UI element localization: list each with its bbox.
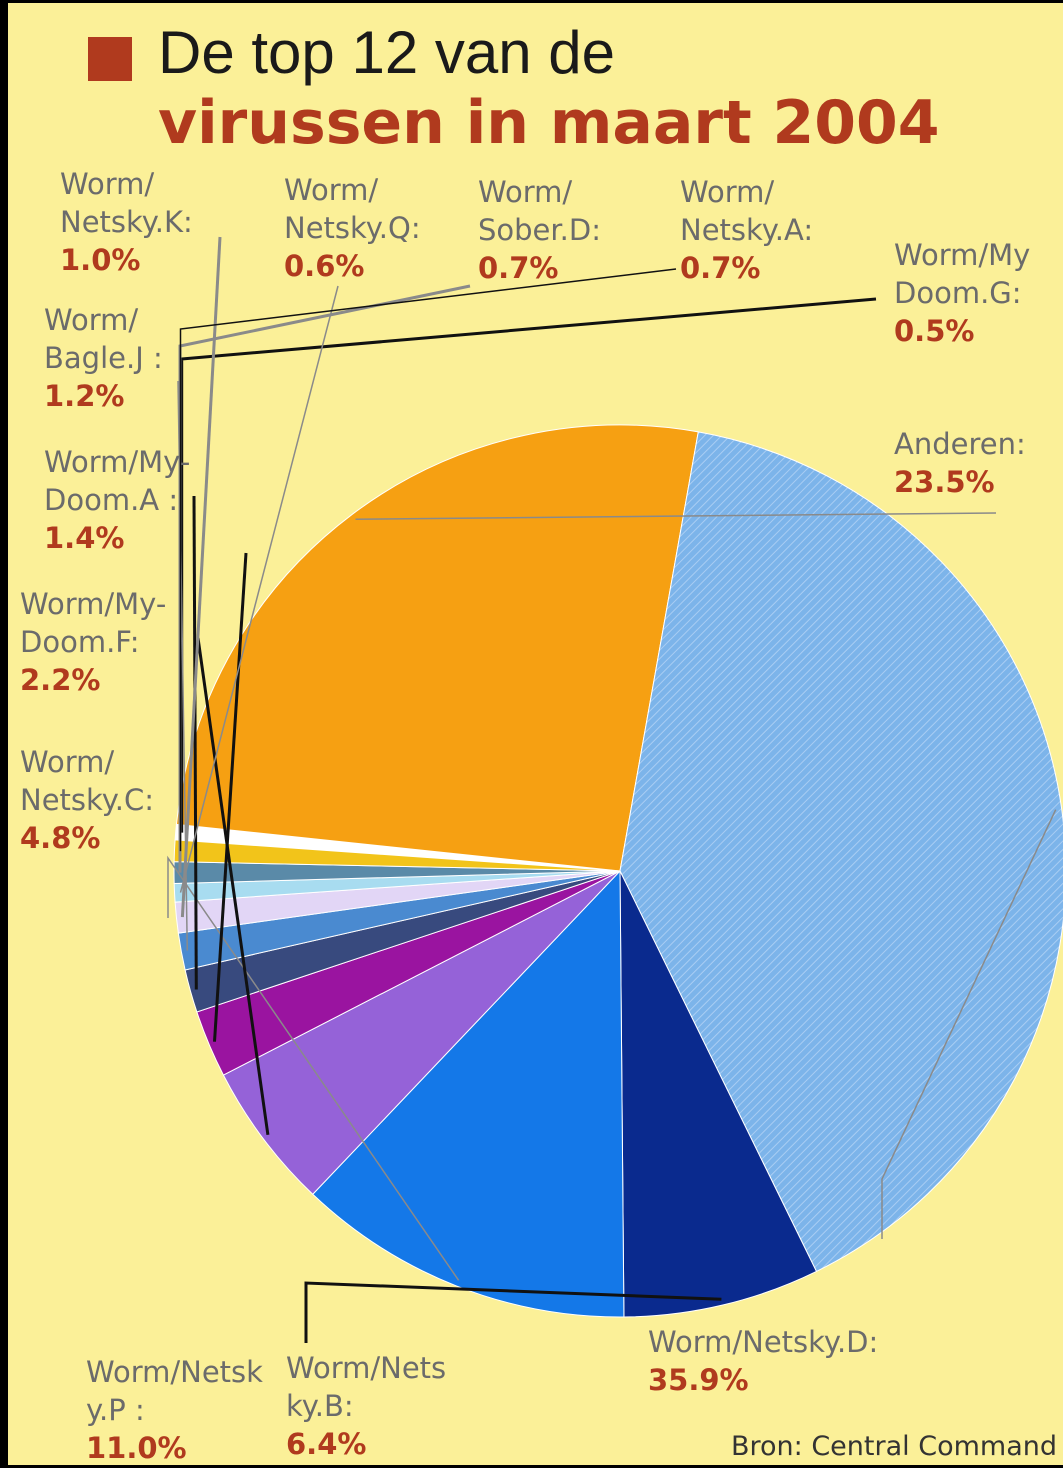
slice-label-value: 0.7% [680, 251, 761, 285]
slice-label-name: Worm/ [478, 175, 573, 209]
leader-line [192, 495, 198, 990]
slice-label: Anderen: 23.5% [894, 425, 1026, 501]
leader-line [355, 512, 997, 521]
slice-label-name: Worm/My [894, 238, 1031, 272]
leader-line [213, 552, 248, 1042]
source-note: Bron: Central Command [730, 1431, 1057, 1462]
pie-slice [222, 870, 621, 1195]
slice-label-name: Netsky.Q: [284, 211, 421, 245]
slice-label: Worm/ Netsky.Q: 0.6% [284, 171, 421, 285]
leader-line [180, 297, 877, 833]
slice-label-value: 2.2% [20, 663, 101, 697]
slice-label-value: 0.6% [284, 249, 365, 283]
slice-label-value: 35.9% [648, 1363, 749, 1397]
slice-label: Worm/Nets ky.B: 6.4% [286, 1349, 446, 1463]
slice-label-value: 23.5% [894, 465, 995, 499]
slice-label: Worm/My- Doom.F: 2.2% [20, 585, 166, 699]
pie-slice [619, 870, 818, 1318]
slice-label-value: 0.5% [894, 314, 975, 348]
slice-label: Worm/ Netsky.A: 0.7% [680, 173, 813, 287]
slice-label: Worm/Netsk y.P : 11.0% [86, 1353, 263, 1465]
slice-label-name: Worm/Netsky.D: [648, 1325, 879, 1359]
pie-slice [619, 431, 1063, 1273]
pie-slice [175, 424, 699, 872]
slice-label: Worm/My Doom.G: 0.5% [894, 236, 1030, 350]
leader-line [180, 236, 222, 918]
chart-title-line2: virussen in maart 2004 [158, 88, 940, 158]
pie-slice [173, 839, 621, 872]
slice-label: Worm/ Netsky.K: 1.0% [60, 165, 193, 279]
slice-label: Worm/ Sober.D: 0.7% [478, 173, 601, 287]
slice-label: Worm/Netsky.D: 35.9% [648, 1323, 878, 1399]
slice-label: Worm/ Bagle.J : 1.2% [44, 301, 163, 415]
slice-label-name: Bagle.J : [44, 341, 163, 375]
slice-label-name: Worm/ [60, 167, 155, 201]
leader-line [881, 809, 1057, 1239]
leader-line [304, 1281, 722, 1343]
slice-label-name: Netsky.K: [60, 205, 193, 239]
slice-label-name: ky.B: [286, 1389, 354, 1423]
slice-label: Worm/ Netsky.C: 4.8% [20, 743, 154, 857]
slice-label-name: Worm/Nets [286, 1351, 447, 1385]
slice-label-name: Worm/ [680, 175, 775, 209]
pie-slice [312, 869, 625, 1318]
slice-label-value: 0.7% [478, 251, 559, 285]
leader-line [196, 637, 270, 1136]
slice-label-name: Doom.G: [894, 276, 1022, 310]
slice-label-value: 1.4% [44, 521, 125, 555]
slice-label-name: Doom.A : [44, 483, 179, 517]
slice-label-name: Netsky.A: [680, 213, 814, 247]
slice-label-name: Sober.D: [478, 213, 601, 247]
slice-label-name: Worm/My- [44, 445, 191, 479]
slice-label-name: y.P : [86, 1393, 145, 1427]
slice-label-name: Worm/Netsk [86, 1355, 263, 1389]
slice-label-value: 11.0% [86, 1431, 187, 1465]
slice-label-name: Anderen: [894, 427, 1026, 461]
leader-line [179, 268, 677, 852]
slice-label-value: 1.2% [44, 379, 125, 413]
slice-label-name: Doom.F: [20, 625, 140, 659]
slice-label-name: Worm/ [44, 303, 139, 337]
title-square-icon [88, 37, 132, 81]
slice-label-name: Netsky.C: [20, 783, 155, 817]
slice-label-value: 1.0% [60, 243, 141, 277]
slice-label-name: Worm/ [20, 745, 115, 779]
slice-label-name: Worm/ [284, 173, 379, 207]
pie-chart [167, 236, 1063, 1343]
slice-label-name: Worm/My- [20, 587, 167, 621]
leader-line [179, 285, 339, 893]
chart-title-line1: De top 12 van de [158, 19, 616, 86]
slice-label-value: 6.4% [286, 1427, 367, 1461]
slice-label-value: 4.8% [20, 821, 101, 855]
leader-line [167, 855, 460, 1281]
slice-label: Worm/My- Doom.A : 1.4% [44, 443, 190, 557]
